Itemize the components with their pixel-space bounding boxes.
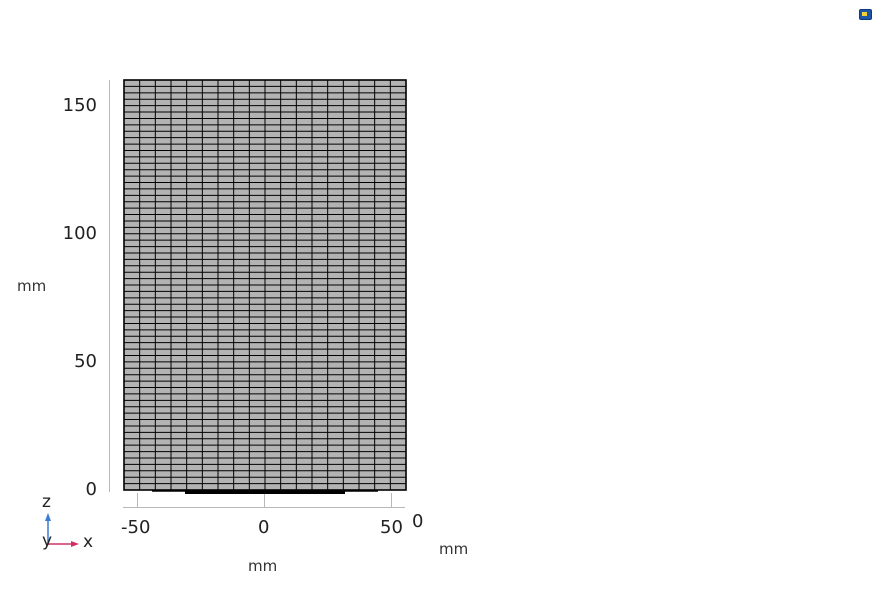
y-tick-label: 100 [62, 223, 97, 244]
depth-axis-unit: mm [439, 540, 469, 558]
mesh-lines [124, 80, 406, 490]
x-tick-label: 0 [258, 517, 270, 538]
x-tick-marks [137, 493, 392, 507]
app-icon-square [859, 9, 872, 20]
triad-y-label: y [42, 531, 53, 551]
depth-tick-label: 0 [412, 511, 424, 532]
y-tick-label: 50 [74, 351, 97, 372]
y-tick-label: 150 [62, 95, 97, 116]
triad-z-label: z [42, 492, 51, 512]
comsol-app-icon[interactable] [857, 6, 873, 22]
x-tick-label: -50 [121, 517, 151, 538]
y-tick-label: 0 [85, 479, 97, 500]
x-axis-unit: mm [248, 557, 278, 575]
mesh-block [123, 79, 407, 491]
x-tick-label: 50 [380, 517, 403, 538]
axis-triad [45, 513, 79, 547]
base-plate-inner [185, 490, 345, 494]
y-axis-unit: mm [17, 277, 47, 295]
triad-x-label: x [83, 532, 94, 552]
